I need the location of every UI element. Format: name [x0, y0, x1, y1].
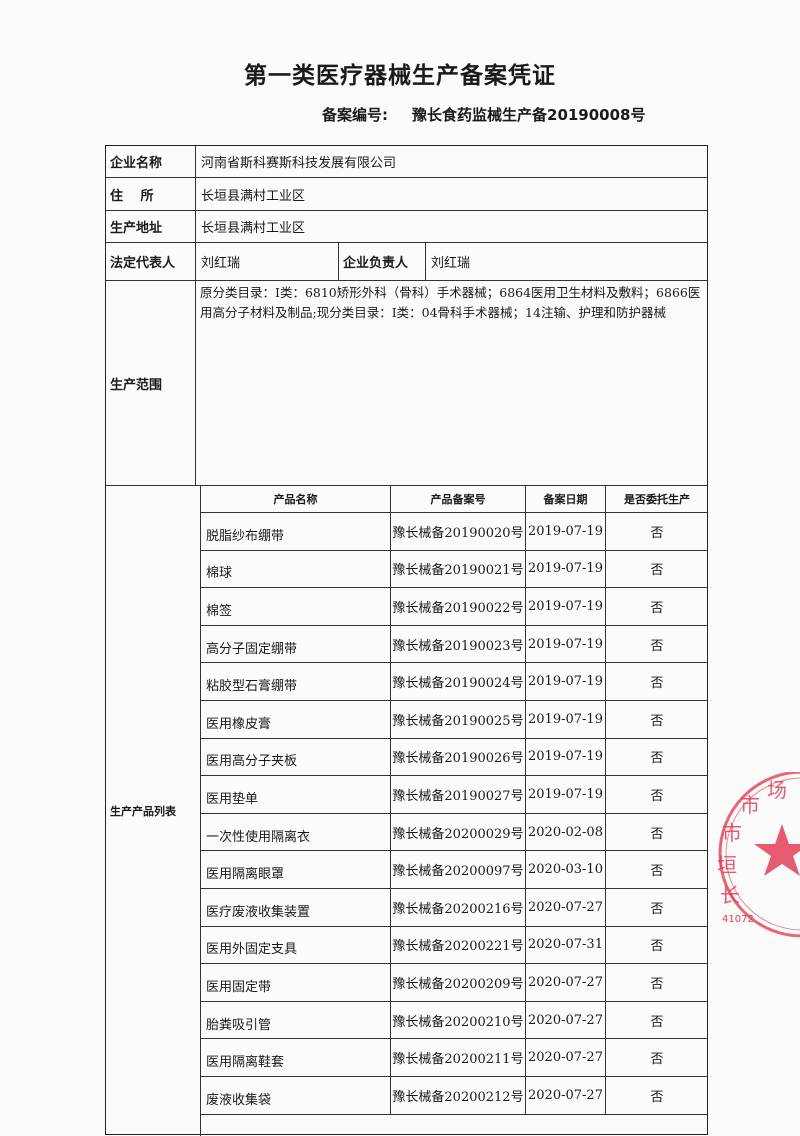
- row-record-date: 2019-07-19: [526, 701, 606, 739]
- row-record-date: 2020-07-27: [526, 1077, 606, 1115]
- row-product-name: 棉球: [201, 550, 391, 589]
- address-label: 住 所: [106, 178, 196, 211]
- row-product-name: 高分子固定绷带: [201, 625, 391, 664]
- row-record-no: 豫长械备20200221号: [391, 926, 526, 965]
- row-entrusted: 否: [606, 663, 708, 701]
- record-number-label: 备案编号:: [322, 106, 388, 124]
- row-record-no: 豫长械备20190021号: [391, 550, 526, 589]
- row-entrusted: 否: [606, 851, 708, 889]
- row-product-name: 医用垫单: [201, 776, 391, 814]
- record-number-value: 豫长食药监械生产备20190008号: [412, 106, 646, 124]
- svg-text:垣: 垣: [717, 853, 737, 877]
- row-entrusted: 否: [606, 776, 708, 814]
- row-record-date: 2019-07-19: [526, 738, 606, 777]
- record-number: 备案编号: 豫长食药监械生产备20190008号: [322, 104, 646, 125]
- site-value: 长垣县满村工业区: [196, 211, 708, 243]
- row-record-date: 2020-02-08: [526, 813, 606, 852]
- row-record-no: 豫长械备20200209号: [391, 964, 526, 1002]
- scope-value: 原分类目录：Ⅰ类：6810矫形外科（骨科）手术器械；6864医用卫生材料及敷料；…: [196, 281, 708, 486]
- row-product-name: 棉签: [201, 588, 391, 626]
- header-product-name: 产品名称: [201, 486, 391, 513]
- row-record-no: 豫长械备20200210号: [391, 1001, 526, 1040]
- row-product-name: 胎粪吸引管: [201, 1001, 391, 1040]
- row-record-no: 豫长械备20190020号: [391, 513, 526, 551]
- row-record-no: 豫长械备20190027号: [391, 776, 526, 814]
- row-entrusted: 否: [606, 701, 708, 739]
- row-product-name: 医用固定带: [201, 964, 391, 1002]
- row-record-date: 2019-07-19: [526, 550, 606, 589]
- row-product-name: 医用隔离眼罩: [201, 851, 391, 889]
- row-entrusted: 否: [606, 626, 708, 664]
- svg-text:市: 市: [722, 821, 742, 845]
- row-record-date: 2019-07-19: [526, 776, 606, 814]
- row-record-date: 2019-07-19: [526, 663, 606, 701]
- company-value: 河南省斯科赛斯科技发展有限公司: [196, 146, 708, 178]
- row-product-name: 脱脂纱布绷带: [201, 513, 391, 551]
- row-entrusted: 否: [606, 739, 708, 777]
- row-product-name: 医用高分子夹板: [201, 738, 391, 777]
- row-product-name: 医用隔离鞋套: [201, 1039, 391, 1077]
- row-record-no: 豫长械备20200212号: [391, 1077, 526, 1115]
- company-label: 企业名称: [106, 146, 196, 178]
- row-record-date: 2020-07-27: [526, 1039, 606, 1077]
- svg-text:市: 市: [740, 793, 760, 817]
- row-entrusted: 否: [606, 964, 708, 1002]
- row-record-no: 豫长械备20190024号: [391, 663, 526, 701]
- svg-text:场: 场: [767, 778, 787, 802]
- row-record-no: 豫长械备20190025号: [391, 701, 526, 739]
- page-title: 第一类医疗器械生产备案凭证: [244, 63, 556, 89]
- row-record-date: 2020-07-27: [526, 1001, 606, 1040]
- company-head-value: 刘红瑞: [426, 243, 708, 281]
- row-entrusted: 否: [606, 927, 708, 965]
- row-product-name: 一次性使用隔离衣: [201, 813, 391, 852]
- row-entrusted: 否: [606, 513, 708, 551]
- company-head-label: 企业负责人: [339, 243, 426, 281]
- row-product-name: 粘胶型石膏绷带: [201, 663, 391, 701]
- row-record-no: 豫长械备20190023号: [391, 625, 526, 664]
- row-product-name: 医疗废液收集装置: [201, 889, 391, 927]
- address-value: 长垣县满村工业区: [196, 178, 708, 211]
- row-record-no: 豫长械备20200029号: [391, 813, 526, 852]
- row-entrusted: 否: [606, 889, 708, 927]
- scope-label: 生产范围: [106, 281, 196, 486]
- row-record-date: 2020-07-27: [526, 964, 606, 1002]
- legal-rep-value: 刘红瑞: [196, 243, 339, 281]
- row-entrusted: 否: [606, 551, 708, 589]
- row-record-no: 豫长械备20200097号: [391, 851, 526, 889]
- svg-text:41072: 41072: [722, 914, 754, 925]
- row-record-no: 豫长械备20190022号: [391, 588, 526, 626]
- row-entrusted: 否: [606, 814, 708, 852]
- official-seal: 41072 长 垣 市 市 场 监: [717, 772, 800, 938]
- products-label: 生产产品列表: [106, 486, 201, 1136]
- row-record-date: 2020-07-31: [526, 926, 606, 965]
- row-product-name: 医用橡皮膏: [201, 701, 391, 739]
- site-label: 生产地址: [106, 211, 196, 243]
- svg-text:长: 长: [720, 883, 740, 907]
- row-record-date: 2020-03-10: [526, 851, 606, 889]
- header-record-date: 备案日期: [526, 486, 606, 513]
- row-entrusted: 否: [606, 588, 708, 626]
- row-entrusted: 否: [606, 1002, 708, 1040]
- legal-rep-label: 法定代表人: [106, 243, 196, 281]
- row-record-date: 2020-07-27: [526, 889, 606, 927]
- header-entrusted: 是否委托生产: [606, 486, 708, 513]
- row-product-name: 医用外固定支具: [201, 926, 391, 965]
- row-record-date: 2019-07-19: [526, 513, 606, 551]
- row-record-no: 豫长械备20190026号: [391, 738, 526, 777]
- row-record-date: 2019-07-19: [526, 588, 606, 626]
- row-record-no: 豫长械备20200216号: [391, 889, 526, 927]
- row-entrusted: 否: [606, 1039, 708, 1077]
- row-entrusted: 否: [606, 1077, 708, 1115]
- header-record-no: 产品备案号: [391, 486, 526, 513]
- row-record-no: 豫长械备20200211号: [391, 1039, 526, 1077]
- certificate-table: 企业名称 河南省斯科赛斯科技发展有限公司 住 所 长垣县满村工业区 生产地址 长…: [105, 145, 708, 1136]
- row-record-date: 2019-07-19: [526, 625, 606, 664]
- row-product-name: 废液收集袋: [201, 1077, 391, 1115]
